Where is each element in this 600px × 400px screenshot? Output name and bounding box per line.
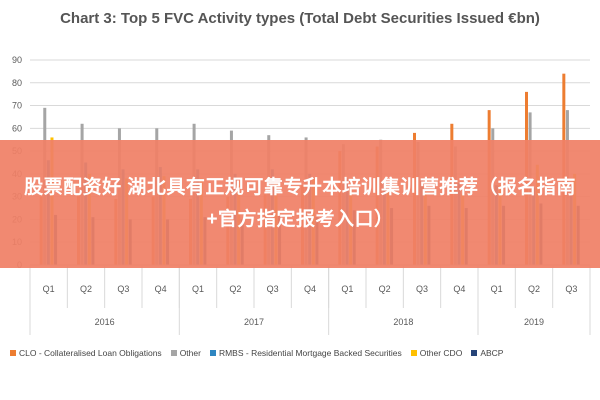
overlay-banner[interactable]: 股票配资好 湖北具有正规可靠专升本培训集训营推荐（报名指南+官方指定报考入口）: [0, 140, 600, 268]
legend-item: RMBS - Residential Mortgage Backed Secur…: [209, 348, 402, 358]
overlay-banner-text: 股票配资好 湖北具有正规可靠专升本培训集训营推荐（报名指南+官方指定报考入口）: [24, 177, 576, 230]
x-tick-label: Q3: [267, 284, 279, 294]
x-group-label: 2016: [95, 317, 115, 327]
legend-item: ABCP: [471, 348, 503, 358]
x-tick-label: Q3: [565, 284, 577, 294]
legend-item: Other: [170, 348, 201, 358]
legend-swatch: [410, 350, 417, 356]
legend-swatch: [170, 350, 177, 356]
x-tick-label: Q4: [304, 284, 316, 294]
legend-label: CLO - Collateralised Loan Obligations: [19, 348, 162, 358]
x-tick-label: Q1: [192, 284, 204, 294]
legend-label: RMBS - Residential Mortgage Backed Secur…: [218, 348, 402, 358]
x-tick-label: Q4: [453, 284, 465, 294]
x-tick-label: Q4: [155, 284, 167, 294]
x-group-label: 2017: [244, 317, 264, 327]
legend-label: Other CDO: [419, 348, 463, 358]
legend-label: ABCP: [480, 348, 504, 358]
x-tick-label: Q3: [416, 284, 428, 294]
x-group-label: 2018: [393, 317, 413, 327]
x-group-label: 2019: [524, 317, 544, 327]
x-tick-label: Q2: [528, 284, 540, 294]
chart-title: Chart 3: Top 5 FVC Activity types (Total…: [60, 10, 540, 27]
chart-legend: CLO - Collateralised Loan Obligations Oth…: [10, 348, 595, 358]
legend-item: Other CDO: [410, 348, 463, 358]
legend-swatch: [209, 350, 216, 356]
legend-swatch: [471, 350, 478, 356]
x-tick-label: Q3: [117, 284, 129, 294]
legend-swatch: [10, 350, 16, 356]
x-tick-label: Q2: [80, 284, 92, 294]
x-tick-label: Q2: [379, 284, 391, 294]
x-tick-label: Q1: [491, 284, 503, 294]
y-tick-label: 70: [12, 101, 22, 111]
x-tick-label: Q1: [341, 284, 353, 294]
y-tick-label: 90: [12, 55, 22, 65]
y-tick-label: 80: [12, 78, 22, 88]
legend-label: Other: [179, 348, 201, 358]
x-tick-label: Q2: [229, 284, 241, 294]
x-tick-label: Q1: [43, 284, 55, 294]
legend-item: CLO - Collateralised Loan Obligations: [10, 348, 162, 358]
y-tick-label: 60: [12, 123, 22, 133]
